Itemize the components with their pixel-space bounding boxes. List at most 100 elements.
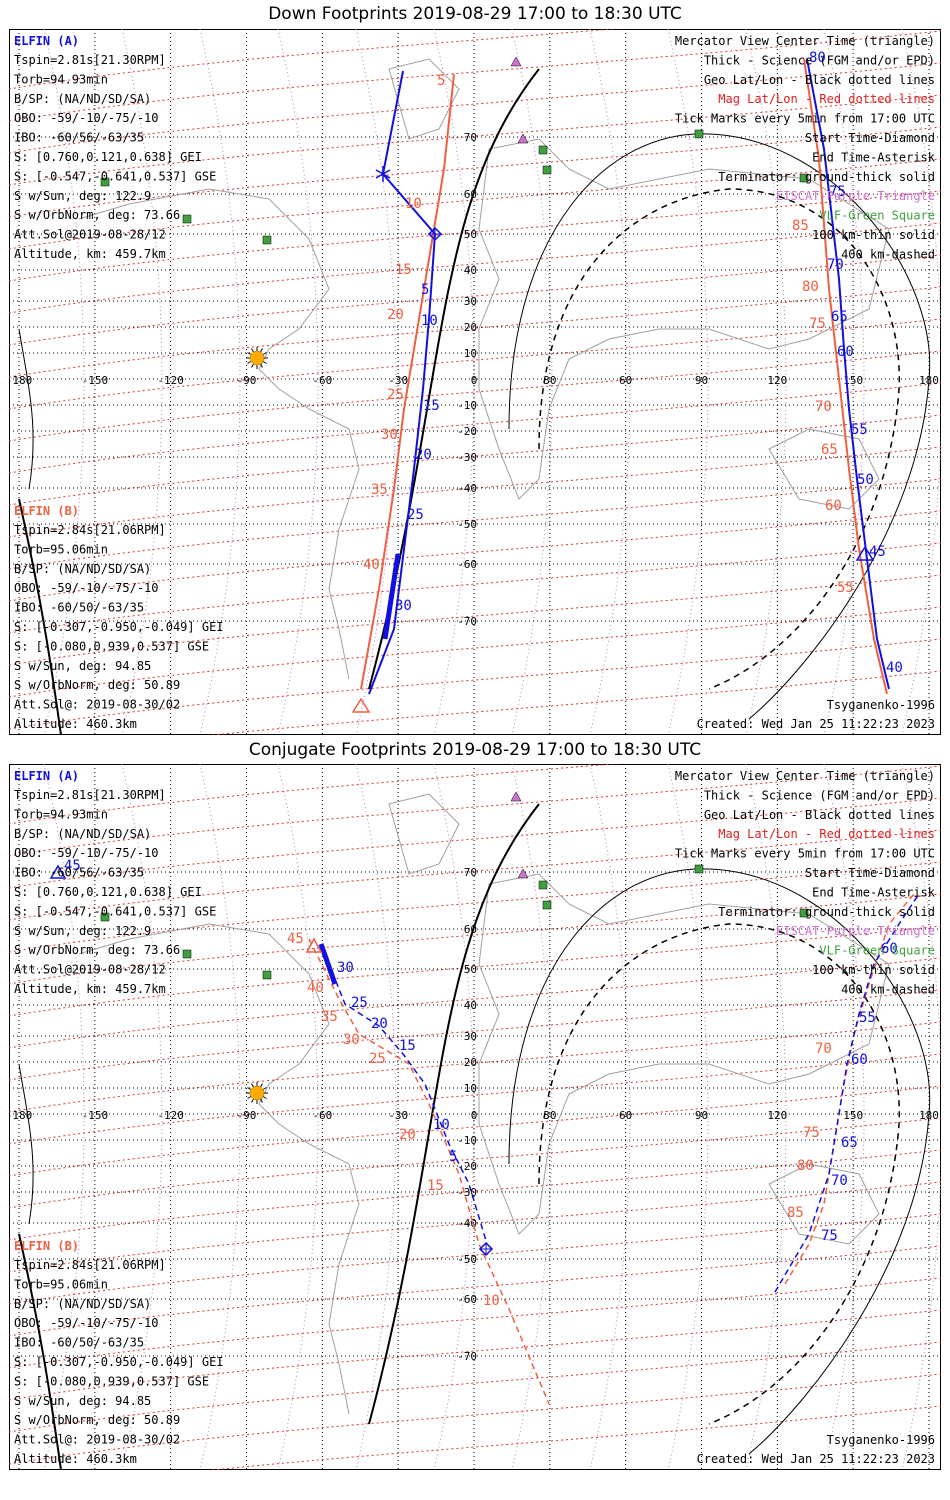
elfin-b-info-line: S: [-0.307,-0.950,-0.049] GEI	[14, 1355, 224, 1369]
elfin-b-time-label: 10	[483, 1293, 500, 1309]
lon-tick-label: -180	[9, 1109, 32, 1122]
vlf-square	[799, 173, 809, 183]
elfin-a-info-line: B/SP: (NA/ND/SD/SA)	[14, 827, 151, 841]
lat-tick-label: -60	[457, 1293, 477, 1306]
terminator-400km	[538, 923, 900, 1425]
legend-entry: 400 km-dashed	[841, 982, 935, 996]
vlf-square	[542, 165, 552, 175]
coast-australia	[768, 428, 880, 510]
legend-entry: Tick Marks every 5min from 17:00 UTC	[675, 112, 935, 126]
elfin-b-time-label: 15	[395, 262, 412, 278]
elfin-a-time-label: 50	[857, 472, 874, 488]
legend-entry: 100 km-thin solid	[812, 963, 935, 977]
lon-tick-label: 180	[919, 374, 939, 387]
elfin-a-time-label: 80	[809, 50, 826, 66]
elfin-a-info-line: IBO: -60/56/-63/35	[14, 866, 144, 880]
elfin-b-info: ELFIN (B) Tspin=2.84s[21.06RPM] Torb=95.06…	[14, 504, 224, 731]
legend: Mercator View Center Time (triangle) Thic…	[675, 34, 936, 261]
elfin-b-time-label: 10	[405, 196, 422, 212]
panel-2-title: Conjugate Footprints 2019-08-29 17:00 to…	[248, 740, 702, 760]
elfin-b-info-line: S: [-0.080,0.939,0.537] GSE	[14, 639, 209, 653]
lon-tick-label: -30	[388, 1109, 408, 1122]
legend-entry: Mag Lat/Lon - Red dotted lines	[718, 827, 935, 841]
lat-tick-label: 60	[464, 923, 477, 936]
lon-tick-label: 0	[471, 1109, 478, 1122]
elfin-a-time-label: 45	[64, 858, 81, 874]
vlf-square	[182, 949, 192, 959]
elfin-b-info-line: B/SP: (NA/ND/SD/SA)	[14, 1297, 151, 1311]
elfin-a-info-line: OBO: -59/-10/-75/-10	[14, 111, 159, 125]
legend-entry: Thick - Science (FGM and/or EPD)	[704, 53, 935, 67]
lat-tick-label: -40	[457, 482, 477, 495]
elfin-a-time-label: 15	[423, 398, 440, 414]
coast-americas	[78, 923, 360, 1415]
legend: Mercator View Center Time (triangle) Thic…	[675, 769, 936, 996]
legend-entry: Start Time-Diamond	[805, 866, 935, 880]
vlf-square	[262, 970, 272, 980]
eiscat-triangle	[510, 56, 522, 67]
eiscat-triangle	[517, 868, 529, 879]
lon-tick-label: -120	[157, 374, 184, 387]
terminator-400km	[538, 188, 900, 690]
legend-entry: Geo Lat/Lon - Black dotted lines	[704, 73, 935, 87]
terminator-100km	[508, 133, 931, 720]
elfin-b-time-label: 85	[787, 1205, 804, 1221]
elfin-a-time-label: 70	[831, 1173, 848, 1189]
eiscat-triangle	[510, 791, 522, 802]
vlf-square	[694, 129, 704, 139]
lon-tick-label: -150	[82, 1109, 109, 1122]
lat-tick-label: 40	[464, 264, 477, 277]
elfin-a-time-label: 60	[881, 941, 898, 957]
elfin-a-info-line: Altitude, km: 459.7km	[14, 247, 166, 261]
elfin-a-time-label: 65	[841, 1135, 858, 1151]
vlf-square	[262, 235, 272, 245]
lat-tick-label: -50	[457, 518, 477, 531]
elfin-b-time-label: 80	[802, 279, 819, 295]
created-label: Created: Wed Jan 25 11:22:23 2023	[697, 1452, 935, 1466]
elfin-a-track	[320, 943, 488, 1245]
lon-tick-label: 90	[695, 374, 708, 387]
elfin-a-info-line: Att.Sol@2019-08-28/12	[14, 963, 166, 977]
elfin-a-time-label: 15	[399, 1038, 416, 1054]
elfin-b-info-line: Torb=95.06min	[14, 1277, 108, 1291]
coast-greenland	[388, 793, 460, 875]
elfin-a-time-label: 45	[869, 544, 886, 560]
elfin-a-track	[368, 70, 437, 695]
lon-tick-label: 90	[695, 1109, 708, 1122]
coast-australia	[768, 1163, 880, 1245]
elfin-b-time-label: 15	[427, 1178, 444, 1194]
lat-tick-label: 30	[464, 1030, 477, 1043]
coast-eurasia-africa	[478, 138, 890, 500]
elfin-a-info-line: B/SP: (NA/ND/SD/SA)	[14, 92, 151, 106]
lat-tick-label: -70	[457, 1350, 477, 1363]
coast-greenland	[388, 58, 460, 140]
elfin-a-name: ELFIN (A)	[14, 34, 79, 48]
elfin-b-time-label: 20	[399, 1127, 416, 1143]
lat-tick-label: -30	[457, 1186, 477, 1199]
elfin-b-info-line: S: [-0.307,-0.950,-0.049] GEI	[14, 620, 224, 634]
elfin-b-track	[308, 938, 550, 1405]
elfin-a-info-line: Altitude, km: 459.7km	[14, 982, 166, 996]
lat-tick-label: -20	[457, 1160, 477, 1173]
elfin-a-time-label: 30	[395, 598, 412, 614]
elfin-a-time-label: 75	[821, 1228, 838, 1244]
lon-tick-label: -90	[237, 1109, 257, 1122]
elfin-a-science	[382, 553, 401, 640]
elfin-b-track-east	[803, 58, 888, 695]
lat-tick-label: -30	[457, 451, 477, 464]
terminator-100km-west	[18, 328, 34, 490]
elfin-a-time-label: 20	[415, 447, 432, 463]
lon-tick-label: 120	[767, 374, 787, 387]
lat-tick-label: 10	[464, 1082, 477, 1095]
elfin-b-center-triangle	[305, 937, 323, 953]
elfin-a-time-label: 25	[407, 507, 424, 523]
elfin-b-name: ELFIN (B)	[14, 504, 79, 518]
legend-entry: End Time-Asterisk	[812, 885, 936, 899]
elfin-a-info-line: S w/OrbNorm, deg: 73.66	[14, 208, 180, 222]
lon-tick-label: 180	[919, 1109, 939, 1122]
lat-tick-label: 20	[464, 1056, 477, 1069]
elfin-b-info-line: Altitude: 460.3km	[14, 717, 137, 731]
eiscat-triangle	[517, 133, 529, 144]
elfin-b-info-line: Att.Sol@: 2019-08-30/02	[14, 1433, 180, 1447]
elfin-a-info-line: Torb=94.93min	[14, 807, 108, 821]
